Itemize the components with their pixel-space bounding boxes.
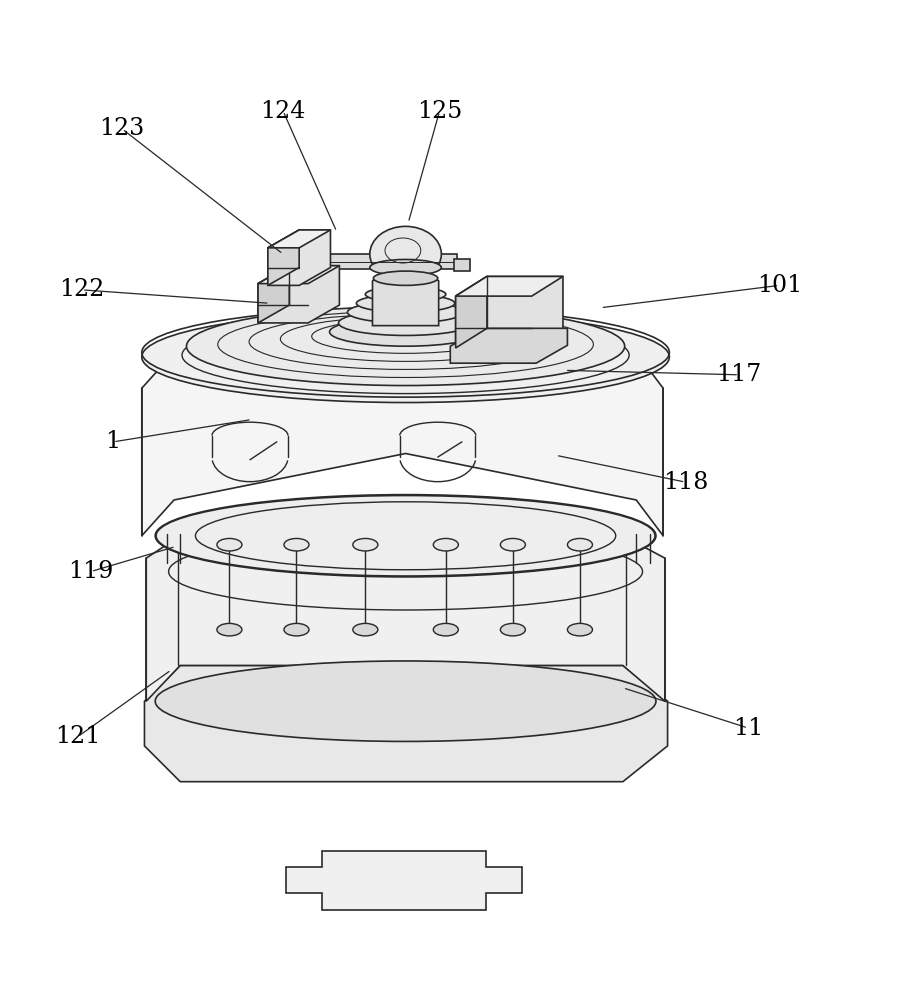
Ellipse shape (284, 623, 309, 636)
Ellipse shape (187, 307, 624, 386)
Ellipse shape (338, 310, 473, 335)
Text: 123: 123 (100, 117, 144, 140)
Ellipse shape (501, 623, 526, 636)
Ellipse shape (370, 259, 441, 276)
Text: 124: 124 (260, 100, 306, 123)
Ellipse shape (365, 287, 446, 302)
Polygon shape (146, 536, 665, 701)
Text: 118: 118 (663, 471, 708, 494)
Ellipse shape (142, 311, 669, 403)
Polygon shape (286, 851, 522, 910)
Ellipse shape (329, 318, 482, 346)
Text: 119: 119 (68, 560, 114, 583)
Polygon shape (456, 276, 563, 348)
Ellipse shape (568, 538, 593, 551)
Text: 11: 11 (733, 717, 763, 740)
Ellipse shape (568, 623, 593, 636)
Polygon shape (297, 254, 457, 269)
Ellipse shape (347, 301, 464, 323)
Ellipse shape (353, 538, 378, 551)
Polygon shape (142, 305, 663, 536)
Polygon shape (144, 665, 667, 782)
Ellipse shape (217, 538, 242, 551)
Polygon shape (450, 328, 568, 363)
Ellipse shape (155, 495, 656, 577)
Polygon shape (454, 259, 470, 271)
Ellipse shape (370, 226, 441, 282)
Ellipse shape (501, 538, 526, 551)
Ellipse shape (284, 538, 309, 551)
Polygon shape (372, 274, 439, 326)
Polygon shape (258, 266, 290, 323)
Text: 101: 101 (757, 274, 802, 297)
Polygon shape (456, 276, 487, 348)
Ellipse shape (217, 623, 242, 636)
Ellipse shape (155, 661, 656, 741)
Text: 1: 1 (106, 430, 121, 453)
Ellipse shape (353, 623, 378, 636)
Ellipse shape (156, 496, 655, 576)
Polygon shape (268, 230, 330, 248)
Text: 125: 125 (417, 100, 462, 123)
Ellipse shape (433, 623, 458, 636)
Polygon shape (258, 266, 339, 323)
Text: 122: 122 (59, 278, 105, 301)
Ellipse shape (356, 294, 455, 312)
Polygon shape (258, 266, 339, 284)
Ellipse shape (373, 271, 438, 285)
Polygon shape (456, 276, 563, 296)
Polygon shape (268, 230, 330, 285)
Text: 121: 121 (55, 725, 100, 748)
Ellipse shape (433, 538, 458, 551)
Text: 117: 117 (717, 363, 762, 386)
Polygon shape (290, 259, 305, 271)
Polygon shape (268, 230, 300, 285)
